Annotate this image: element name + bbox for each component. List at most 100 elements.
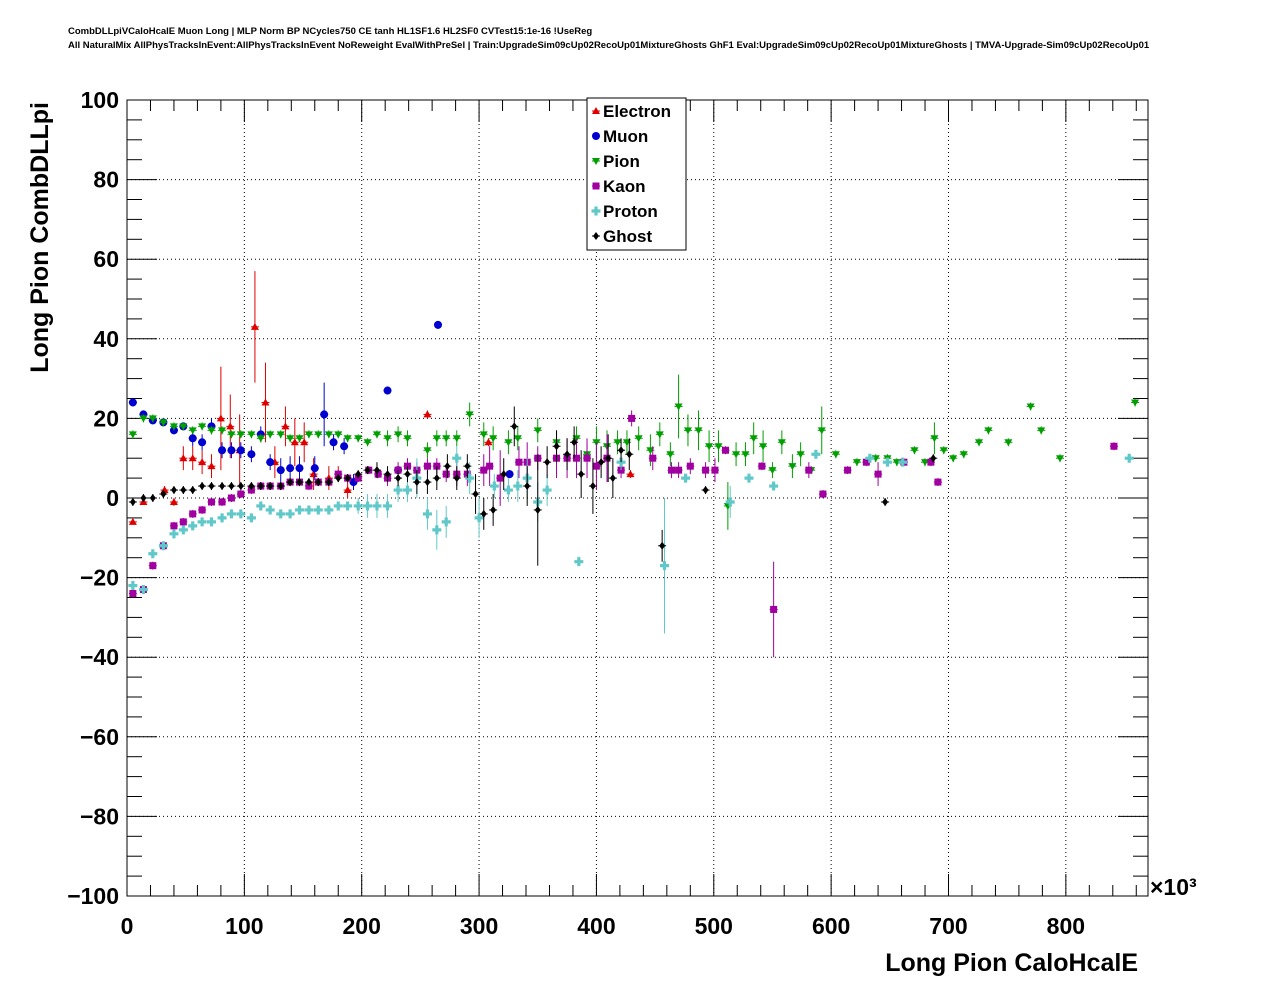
electron-point — [309, 458, 318, 491]
pion-marker — [852, 459, 861, 467]
ghost-point — [304, 478, 313, 487]
ghost-point — [266, 482, 275, 491]
pion-point — [655, 422, 664, 447]
pion-marker — [741, 451, 750, 459]
ghost-marker — [930, 454, 937, 463]
pion-marker — [432, 435, 441, 443]
kaon-marker — [862, 458, 870, 466]
pion-marker — [334, 431, 343, 439]
pion-point — [247, 430, 256, 439]
proton-marker — [882, 457, 892, 467]
pion-point — [777, 430, 786, 455]
pion-marker — [714, 443, 723, 451]
ghost-point — [139, 494, 148, 502]
ghost-marker — [325, 478, 332, 487]
pion-marker — [218, 427, 227, 435]
proton-marker — [681, 473, 691, 483]
x-axis-multiplier: ×10³ — [1150, 874, 1197, 900]
kaon-point — [179, 517, 188, 526]
proton-point — [489, 474, 499, 498]
legend-entry-kaon: Kaon — [592, 177, 646, 196]
muon-point — [247, 446, 256, 463]
x-tick-label: 200 — [343, 913, 381, 939]
ghost-point — [533, 454, 542, 566]
ghost-point — [227, 482, 236, 491]
proton-marker — [128, 581, 138, 591]
legend-label-electron: Electron — [603, 102, 671, 121]
kaon-point — [804, 462, 813, 479]
legend-entry-electron: Electron — [592, 102, 671, 121]
pion-marker — [247, 431, 256, 439]
kaon-marker — [129, 590, 137, 598]
pion-marker — [683, 427, 692, 435]
pion-marker — [1037, 427, 1046, 435]
ghost-marker — [267, 482, 274, 491]
proton-point — [265, 505, 275, 515]
electron-point — [423, 410, 432, 419]
pion-marker — [694, 427, 703, 435]
ghost-point — [207, 482, 216, 491]
proton-point — [363, 494, 373, 518]
pion-point — [910, 446, 919, 455]
electron-point — [188, 446, 197, 471]
proton-point — [276, 509, 286, 519]
ghost-point — [570, 426, 579, 459]
pion-point — [714, 430, 723, 463]
kaon-marker — [218, 498, 226, 506]
kaon-marker — [374, 470, 382, 478]
kaon-point — [769, 561, 778, 658]
x-tick-labels: 0 100 200 300 400 500 600 700 800 — [121, 913, 1085, 939]
muon-marker — [329, 438, 338, 447]
ghost-point — [471, 474, 480, 514]
kaon-point — [721, 446, 730, 455]
muon-point — [340, 438, 349, 455]
ghost-marker — [199, 482, 206, 491]
proton-point — [865, 453, 875, 463]
kaon-marker — [149, 562, 157, 570]
electron-marker — [179, 454, 188, 462]
kaon-marker — [758, 462, 766, 470]
pion-point — [984, 426, 993, 435]
kaon-marker — [649, 454, 657, 462]
kaon-marker — [874, 470, 882, 478]
pion-point — [227, 430, 236, 439]
muon-marker — [227, 446, 236, 455]
proton-point — [256, 501, 266, 511]
proton-marker — [324, 505, 334, 515]
series-electron — [128, 271, 635, 525]
pion-marker — [910, 447, 919, 455]
muon-point — [198, 434, 207, 451]
pion-point — [634, 426, 643, 451]
ghost-marker — [605, 454, 612, 463]
proton-point — [574, 557, 584, 567]
pion-marker — [188, 427, 197, 435]
chart-title-line-1: CombDLLpiVCaloHcalE Muon Long | MLP Norm… — [68, 26, 593, 37]
pion-point — [768, 462, 777, 479]
ghost-point — [412, 470, 421, 495]
ghost-marker — [453, 474, 460, 483]
proton-marker — [353, 501, 363, 511]
legend-marker-electron — [592, 107, 600, 114]
proton-marker — [574, 557, 584, 567]
proton-point — [503, 478, 513, 502]
proton-marker — [865, 453, 875, 463]
ghost-marker — [544, 458, 551, 467]
proton-marker — [206, 517, 216, 527]
kaon-marker — [583, 454, 591, 462]
pion-marker — [343, 435, 352, 443]
ghost-point — [247, 482, 256, 491]
pion-marker — [768, 467, 777, 475]
data-points — [128, 271, 1140, 658]
pion-marker — [1055, 455, 1064, 463]
electron-marker — [290, 438, 299, 446]
proton-point — [313, 505, 323, 515]
pion-marker — [949, 455, 958, 463]
ghost-marker — [287, 478, 294, 487]
kaon-marker — [702, 466, 710, 474]
muon-marker — [247, 450, 256, 459]
ghost-marker — [480, 509, 487, 518]
pion-point — [354, 434, 363, 443]
ghost-point — [286, 478, 295, 487]
kaon-point — [757, 462, 766, 471]
y-tick-label: 20 — [93, 405, 119, 431]
